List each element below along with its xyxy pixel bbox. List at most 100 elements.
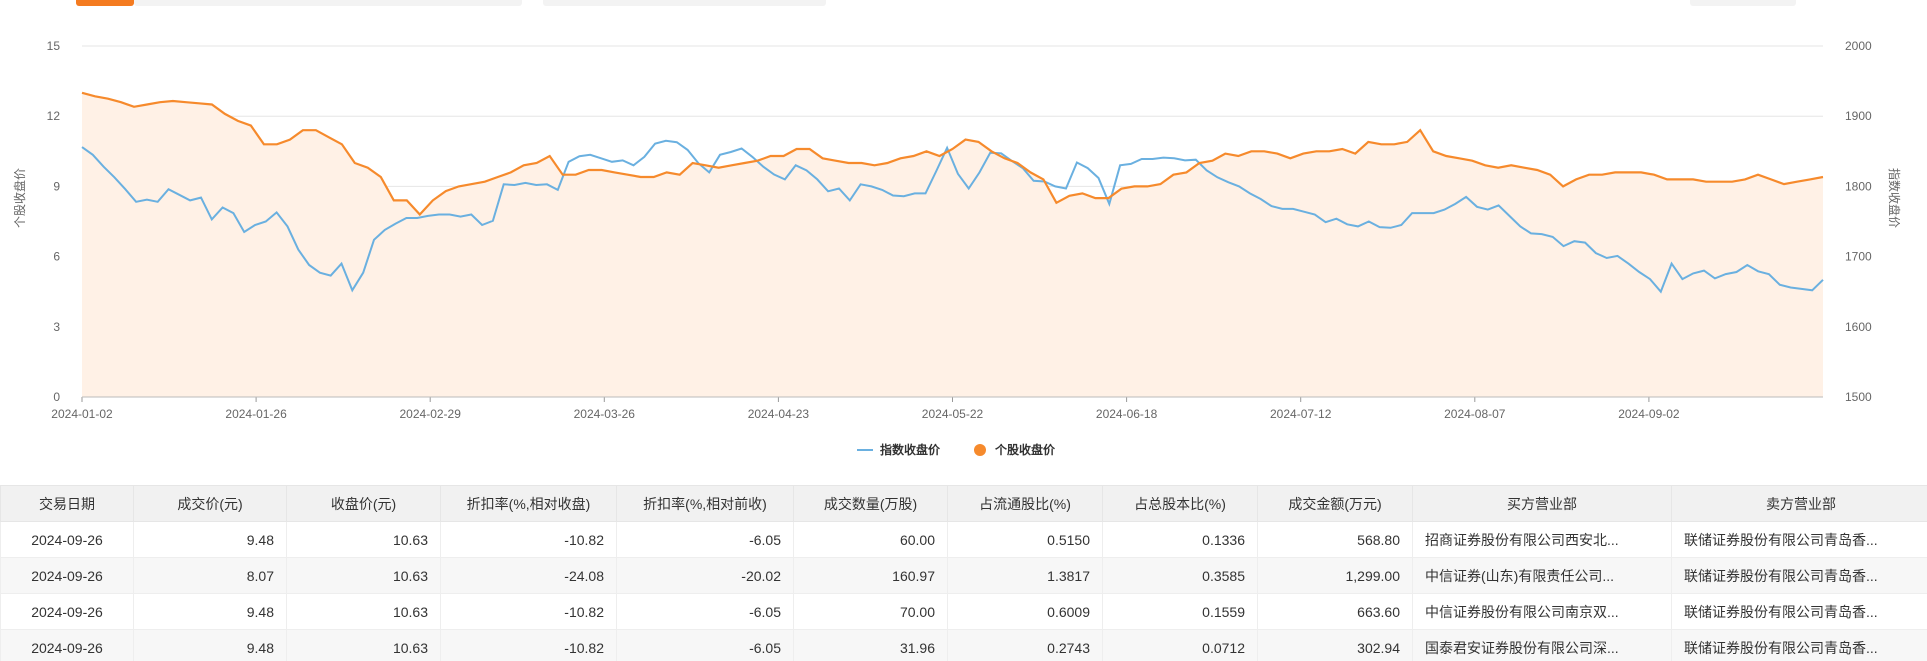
cell-float-ratio: 1.3817 bbox=[947, 557, 1103, 594]
col-buyer[interactable]: 买方营业部 bbox=[1412, 485, 1672, 522]
cell-total-ratio: 0.0712 bbox=[1102, 629, 1258, 661]
col-total-ratio[interactable]: 占总股本比(%) bbox=[1102, 485, 1258, 522]
x-tick-label: 2024-08-07 bbox=[1444, 407, 1506, 421]
cell-amount: 568.80 bbox=[1257, 521, 1413, 558]
left-tick-label: 6 bbox=[53, 250, 60, 264]
cell-buyer[interactable]: 招商证券股份有限公司西安北... bbox=[1412, 521, 1672, 558]
table-row: 2024-09-26 9.48 10.63 -10.82 -6.05 60.00… bbox=[0, 521, 1927, 558]
top-toolbar bbox=[0, 0, 1927, 10]
legend-item-index[interactable]: 指数收盘价 bbox=[857, 442, 941, 457]
cell-close-price: 10.63 bbox=[286, 521, 441, 558]
x-tick-label: 2024-03-26 bbox=[574, 407, 636, 421]
col-close-price[interactable]: 收盘价(元) bbox=[286, 485, 441, 522]
right-tick-label: 1800 bbox=[1845, 179, 1872, 193]
col-trade-price[interactable]: 成交价(元) bbox=[133, 485, 287, 522]
col-discount-prev[interactable]: 折扣率(%,相对前收) bbox=[616, 485, 794, 522]
col-amount[interactable]: 成交金额(万元) bbox=[1257, 485, 1413, 522]
legend-index-label: 指数收盘价 bbox=[880, 442, 941, 457]
x-tick-label: 2024-01-26 bbox=[225, 407, 287, 421]
cell-discount-close: -24.08 bbox=[440, 557, 617, 594]
block-trade-table: 交易日期 成交价(元) 收盘价(元) 折扣率(%,相对收盘) 折扣率(%,相对前… bbox=[0, 485, 1927, 661]
date-range-box[interactable] bbox=[543, 0, 826, 6]
legend-stock-label: 个股收盘价 bbox=[994, 442, 1056, 457]
price-chart: 0 3 6 9 12 15 1500 1600 1700 1800 1900 2000 2024-0… bbox=[12, 39, 1902, 457]
right-tick-label: 1900 bbox=[1845, 109, 1872, 123]
cell-seller[interactable]: 联储证券股份有限公司青岛香... bbox=[1671, 521, 1927, 558]
legend-item-stock[interactable]: 个股收盘价 bbox=[974, 442, 1056, 457]
cell-close-price: 10.63 bbox=[286, 593, 441, 630]
cell-trade-price: 9.48 bbox=[133, 593, 287, 630]
x-tick-label: 2024-01-02 bbox=[51, 407, 113, 421]
col-volume[interactable]: 成交数量(万股) bbox=[793, 485, 948, 522]
cell-discount-close: -10.82 bbox=[440, 593, 617, 630]
left-axis-ticks: 0 3 6 9 12 15 bbox=[47, 39, 61, 404]
left-tick-label: 3 bbox=[53, 320, 60, 334]
stock-close-line bbox=[81, 91, 1824, 217]
x-tick-label: 2024-09-02 bbox=[1618, 407, 1680, 421]
col-trade-date[interactable]: 交易日期 bbox=[0, 485, 134, 522]
x-tick-label: 2024-02-29 bbox=[400, 407, 462, 421]
cell-volume: 31.96 bbox=[793, 629, 948, 661]
table-header-row: 交易日期 成交价(元) 收盘价(元) 折扣率(%,相对收盘) 折扣率(%,相对前… bbox=[0, 485, 1927, 522]
cell-trade-price: 9.48 bbox=[133, 629, 287, 661]
x-axis-ticks: 2024-01-02 2024-01-26 2024-02-29 2024-03-26… bbox=[51, 396, 1823, 421]
cell-seller[interactable]: 联储证券股份有限公司青岛香... bbox=[1671, 557, 1927, 594]
cell-amount: 663.60 bbox=[1257, 593, 1413, 630]
legend-stock-swatch bbox=[974, 444, 986, 456]
cell-seller[interactable]: 联储证券股份有限公司青岛香... bbox=[1671, 629, 1927, 661]
left-tick-label: 9 bbox=[53, 179, 60, 193]
left-axis-label: 个股收盘价 bbox=[12, 168, 27, 228]
cell-total-ratio: 0.1559 bbox=[1102, 593, 1258, 630]
cell-discount-prev: -6.05 bbox=[616, 629, 794, 661]
right-tick-label: 1700 bbox=[1845, 250, 1872, 264]
cell-amount: 1,299.00 bbox=[1257, 557, 1413, 594]
cell-date: 2024-09-26 bbox=[0, 629, 134, 661]
filter-box[interactable] bbox=[134, 0, 522, 6]
cell-buyer[interactable]: 国泰君安证券股份有限公司深... bbox=[1412, 629, 1672, 661]
cell-float-ratio: 0.6009 bbox=[947, 593, 1103, 630]
col-float-ratio[interactable]: 占流通股比(%) bbox=[947, 485, 1103, 522]
active-tab-indicator[interactable] bbox=[76, 0, 134, 6]
col-discount-close[interactable]: 折扣率(%,相对收盘) bbox=[440, 485, 617, 522]
cell-seller[interactable]: 联储证券股份有限公司青岛香... bbox=[1671, 593, 1927, 630]
x-tick-label: 2024-05-22 bbox=[922, 407, 984, 421]
cell-trade-price: 9.48 bbox=[133, 521, 287, 558]
right-tick-label: 2000 bbox=[1845, 39, 1872, 53]
cell-float-ratio: 0.5150 bbox=[947, 521, 1103, 558]
cell-close-price: 10.63 bbox=[286, 629, 441, 661]
cell-buyer[interactable]: 中信证券股份有限公司南京双... bbox=[1412, 593, 1672, 630]
right-axis-label: 指数收盘价 bbox=[1887, 168, 1902, 228]
cell-total-ratio: 0.1336 bbox=[1102, 521, 1258, 558]
index-close-line bbox=[81, 139, 1824, 294]
col-seller[interactable]: 卖方营业部 bbox=[1671, 485, 1927, 522]
cell-discount-prev: -6.05 bbox=[616, 521, 794, 558]
cell-discount-close: -10.82 bbox=[440, 521, 617, 558]
cell-close-price: 10.63 bbox=[286, 557, 441, 594]
chart-legend: 指数收盘价 个股收盘价 bbox=[857, 442, 1056, 457]
cell-volume: 70.00 bbox=[793, 593, 948, 630]
table-row: 2024-09-26 9.48 10.63 -10.82 -6.05 70.00… bbox=[0, 593, 1927, 630]
x-tick-label: 2024-06-18 bbox=[1096, 407, 1158, 421]
x-tick-label: 2024-04-23 bbox=[748, 407, 810, 421]
left-tick-label: 0 bbox=[53, 390, 60, 404]
cell-amount: 302.94 bbox=[1257, 629, 1413, 661]
left-tick-label: 15 bbox=[47, 39, 61, 53]
cell-volume: 60.00 bbox=[793, 521, 948, 558]
x-tick-label: 2024-07-12 bbox=[1270, 407, 1332, 421]
cell-discount-prev: -6.05 bbox=[616, 593, 794, 630]
cell-float-ratio: 0.2743 bbox=[947, 629, 1103, 661]
left-tick-label: 12 bbox=[47, 109, 61, 123]
cell-trade-price: 8.07 bbox=[133, 557, 287, 594]
cell-buyer[interactable]: 中信证券(山东)有限责任公司... bbox=[1412, 557, 1672, 594]
cell-volume: 160.97 bbox=[793, 557, 948, 594]
right-tick-label: 1600 bbox=[1845, 320, 1872, 334]
cell-discount-prev: -20.02 bbox=[616, 557, 794, 594]
cell-date: 2024-09-26 bbox=[0, 557, 134, 594]
query-button[interactable] bbox=[1690, 0, 1796, 6]
table-row: 2024-09-26 8.07 10.63 -24.08 -20.02 160.… bbox=[0, 557, 1927, 594]
table-row: 2024-09-26 9.48 10.63 -10.82 -6.05 31.96… bbox=[0, 629, 1927, 661]
cell-date: 2024-09-26 bbox=[0, 521, 134, 558]
cell-date: 2024-09-26 bbox=[0, 593, 134, 630]
right-tick-label: 1500 bbox=[1845, 390, 1872, 404]
cell-total-ratio: 0.3585 bbox=[1102, 557, 1258, 594]
